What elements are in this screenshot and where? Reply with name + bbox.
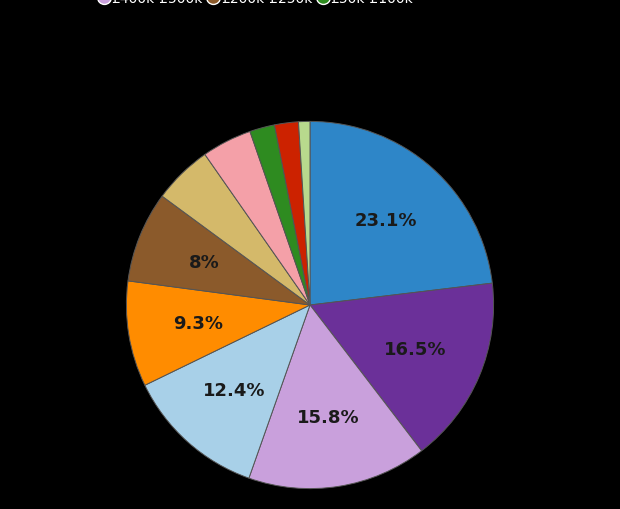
Text: 8%: 8% [189,254,220,272]
Wedge shape [298,122,310,305]
Text: 12.4%: 12.4% [203,381,265,399]
Wedge shape [205,132,310,305]
Wedge shape [250,126,310,305]
Wedge shape [249,305,422,489]
Wedge shape [145,305,310,478]
Wedge shape [128,197,310,305]
Wedge shape [162,155,310,305]
Text: 9.3%: 9.3% [172,315,223,332]
Wedge shape [275,123,310,305]
Wedge shape [310,284,494,451]
Legend: £300k-£400k, £500k-£750k, £400k-£500k, £250k-£300k, £150k-£200k, £200k-£250k, £1: £300k-£400k, £500k-£750k, £400k-£500k, £… [96,0,524,10]
Text: 15.8%: 15.8% [296,409,359,427]
Wedge shape [126,281,310,385]
Wedge shape [310,122,492,305]
Text: 16.5%: 16.5% [384,341,446,358]
Text: 23.1%: 23.1% [354,211,417,230]
